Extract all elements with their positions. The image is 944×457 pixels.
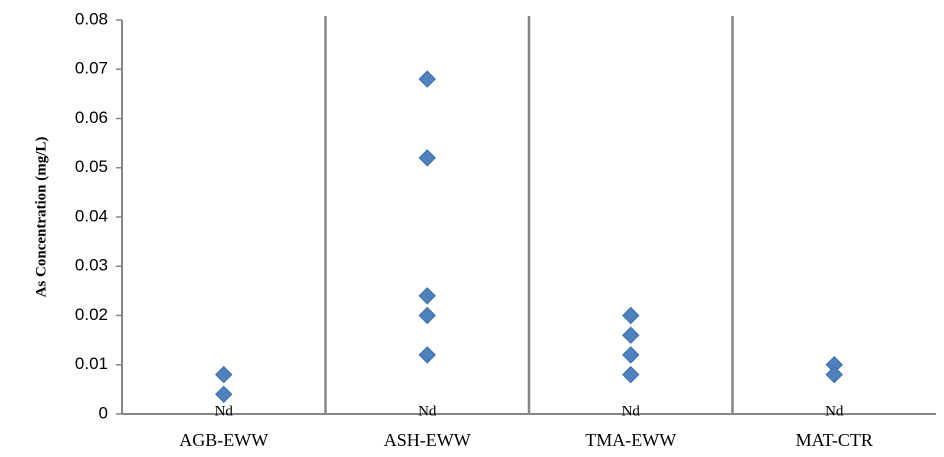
point: [825, 365, 843, 384]
x-tick-label: AGB-EWW: [179, 430, 268, 450]
point: [622, 346, 640, 364]
y-tick-label: 0.01: [75, 354, 108, 373]
x-tick-label: TMA-EWW: [585, 430, 676, 450]
point: [215, 365, 233, 384]
point: [418, 149, 436, 167]
point: [418, 70, 436, 88]
point: [215, 385, 233, 404]
y-tick-label: 0: [99, 403, 108, 422]
point: [418, 306, 436, 325]
point: [418, 346, 436, 364]
x-tick-label: ASH-EWW: [384, 430, 471, 450]
annotation: Nd: [418, 403, 437, 419]
x-tick-label: MAT-CTR: [796, 430, 873, 450]
point: [622, 365, 640, 384]
point: [622, 306, 640, 325]
annotation: Nd: [622, 403, 641, 419]
y-tick-label: 0.03: [75, 256, 108, 275]
y-tick-label: 0.07: [75, 59, 108, 78]
y-axis-label: As Concentration (mg/L): [33, 137, 49, 298]
y-tick-label: 0.06: [75, 108, 108, 127]
annotation: Nd: [825, 403, 844, 419]
point: [418, 287, 436, 305]
y-tick-label: 0.04: [75, 206, 108, 225]
y-tick-label: 0.05: [75, 157, 108, 176]
y-tick-label: 0.02: [75, 305, 108, 324]
annotation: Nd: [215, 403, 234, 419]
point: [622, 326, 640, 344]
y-tick-label: 0.08: [75, 9, 108, 28]
